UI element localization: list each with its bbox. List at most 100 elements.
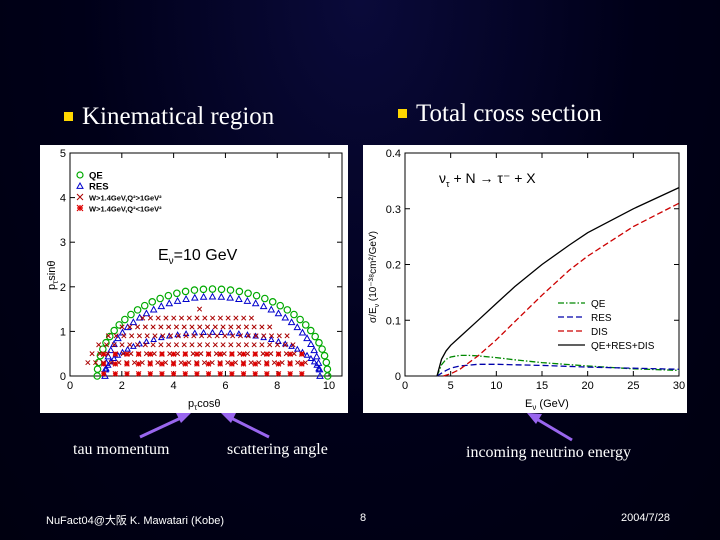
- res-point: [157, 302, 166, 310]
- y-tick-label: 0.2: [386, 260, 401, 272]
- qe-point: [140, 301, 149, 310]
- x-tick-label: 6: [222, 380, 228, 392]
- left-y-axis-label: pτsinθ: [46, 261, 60, 290]
- dis-low-q2-point: [182, 370, 189, 377]
- dis-high-q2-point: [268, 333, 275, 339]
- res-point: [199, 292, 208, 300]
- dis-low-q2-point: [264, 370, 270, 377]
- dis-high-q2-point: [204, 324, 211, 330]
- dis-low-q2-point: [275, 370, 282, 377]
- qe-point: [208, 285, 217, 293]
- arrow-energy-head: [527, 413, 542, 424]
- res-point: [274, 309, 283, 317]
- res-point: [252, 332, 260, 339]
- series-line-qe-res-dis: [436, 187, 680, 377]
- arrow-tau: [139, 413, 191, 439]
- dis-low-q2-point: [217, 351, 224, 357]
- x-tick-label: 0: [67, 380, 73, 392]
- y-tick-label: 5: [60, 148, 66, 160]
- dis-low-q2-point: [100, 361, 107, 367]
- res-point: [243, 296, 252, 304]
- dis-low-q2-point: [252, 370, 259, 377]
- qe-point: [226, 286, 235, 294]
- dis-low-q2-point: [299, 351, 305, 357]
- kinematical-region-chart: 0 2 4 6 8 10 0 1 2 3 4 5 QE RES W>1.4GeV,Q²>1GeV² W>1.…: [40, 145, 348, 413]
- cross-section-svg: 0 5 10 15 20 25 30 0 0.1 0.2 0.3 0.4 QE RES DIS QE+RES…: [368, 148, 685, 412]
- qe-point: [199, 285, 208, 294]
- caption-tau-momentum: tau momentum: [73, 441, 170, 458]
- dis-high-q2-point: [251, 342, 257, 348]
- left-annotation-bg: [154, 243, 258, 265]
- dis-high-q2-point: [225, 315, 231, 321]
- dis-low-q2-point: [194, 370, 200, 377]
- res-point: [298, 328, 307, 336]
- right-annotation: ντ + N → τ⁻ + X: [439, 170, 536, 189]
- res-point: [303, 351, 311, 358]
- x-tick-label: 30: [673, 380, 685, 392]
- dis-high-q2-point: [261, 333, 267, 339]
- res-point: [226, 329, 234, 336]
- y-tick-label: 0: [60, 371, 66, 383]
- dis-high-q2-point: [233, 315, 239, 321]
- qe-point: [283, 306, 292, 314]
- dis-low-q2-point: [205, 361, 212, 367]
- dis-high-q2-point: [111, 342, 117, 348]
- legend-label: W>1.4GeV,Q²<1GeV²: [89, 205, 162, 214]
- y-tick-label: 4: [60, 193, 66, 205]
- dis-low-q2-point: [159, 351, 165, 357]
- arrow-tau-shaft: [139, 415, 184, 439]
- legend-label: RES: [89, 182, 109, 193]
- dis-high-q2-point: [127, 324, 133, 330]
- res-point: [217, 292, 226, 300]
- dis-high-q2-point: [108, 360, 114, 366]
- dis-high-q2-point: [194, 315, 200, 321]
- dis-low-q2-point: [170, 370, 177, 377]
- res-point: [251, 299, 260, 307]
- qe-point: [268, 298, 277, 306]
- dis-low-q2-point: [264, 361, 270, 367]
- footer-conference: NuFact04@大阪 K. Mawatari (Kobe): [46, 515, 225, 527]
- qe-point: [318, 345, 326, 353]
- dis-low-q2-point: [217, 361, 224, 367]
- dis-high-q2-point: [150, 342, 156, 348]
- dis-low-q2-point: [229, 351, 235, 357]
- legend-label: RES: [591, 313, 612, 324]
- dis-high-q2-point: [236, 342, 242, 348]
- x-tick-label: 2: [119, 380, 125, 392]
- left-annotation: Eν=10 GeV: [158, 247, 238, 267]
- res-point: [303, 334, 311, 342]
- dis-high-q2-point: [173, 342, 179, 348]
- dis-high-q2-point: [267, 342, 273, 348]
- dis-high-q2-point: [274, 342, 281, 348]
- heading-kinematical-region: Kinematical region: [64, 103, 274, 131]
- x-tick-label: 25: [627, 380, 639, 392]
- series-line-res: [436, 363, 680, 377]
- dis-high-q2-point: [129, 333, 135, 339]
- qe-point: [164, 291, 173, 300]
- dis-low-q2-point: [147, 370, 154, 377]
- legend-marker: [76, 204, 84, 212]
- res-point: [313, 361, 321, 368]
- legend-marker: [76, 171, 84, 179]
- dis-high-q2-point: [201, 360, 207, 366]
- dis-high-q2-point: [217, 315, 223, 321]
- dis-low-q2-point: [170, 351, 177, 357]
- dis-low-q2-point: [135, 351, 142, 357]
- left-points-layer: [85, 285, 332, 380]
- series-line-dis: [443, 202, 680, 377]
- qe-point: [105, 332, 114, 341]
- qe-point: [173, 289, 181, 298]
- dis-high-q2-point: [230, 333, 236, 339]
- dis-high-q2-point: [166, 342, 172, 348]
- res-point: [135, 313, 144, 321]
- dis-high-q2-point: [236, 324, 242, 330]
- dis-high-q2-point: [147, 315, 153, 321]
- res-point: [287, 318, 296, 326]
- res-point: [208, 292, 217, 300]
- arrow-angle: [221, 413, 270, 439]
- dis-low-q2-point: [299, 370, 305, 377]
- res-point: [307, 340, 315, 348]
- qe-point: [133, 306, 142, 314]
- dis-low-q2-point: [194, 351, 200, 357]
- dis-low-q2-point: [112, 351, 119, 357]
